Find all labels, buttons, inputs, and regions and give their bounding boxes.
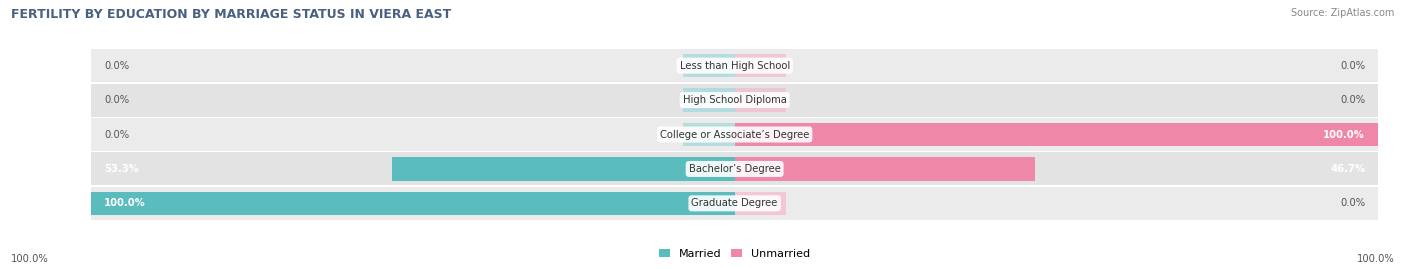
Bar (91, 192, 734, 215)
Text: 100.0%: 100.0% (11, 254, 49, 264)
Text: 100.0%: 100.0% (1323, 129, 1365, 140)
Text: Graduate Degree: Graduate Degree (692, 198, 778, 208)
Text: Bachelor’s Degree: Bachelor’s Degree (689, 164, 780, 174)
Bar (91, 49, 1378, 82)
Text: 0.0%: 0.0% (1340, 198, 1365, 208)
Text: 53.3%: 53.3% (104, 164, 139, 174)
Bar (683, 123, 734, 146)
Text: 0.0%: 0.0% (1340, 95, 1365, 105)
Text: Less than High School: Less than High School (679, 61, 790, 71)
Text: FERTILITY BY EDUCATION BY MARRIAGE STATUS IN VIERA EAST: FERTILITY BY EDUCATION BY MARRIAGE STATU… (11, 8, 451, 21)
Bar (91, 187, 1378, 220)
Bar (734, 88, 786, 112)
Bar (734, 123, 1378, 146)
Bar (91, 84, 1378, 116)
Text: 0.0%: 0.0% (104, 129, 129, 140)
Bar (683, 88, 734, 112)
Text: 0.0%: 0.0% (104, 95, 129, 105)
Text: 0.0%: 0.0% (104, 61, 129, 71)
Bar (683, 54, 734, 77)
Text: Source: ZipAtlas.com: Source: ZipAtlas.com (1291, 8, 1395, 18)
Bar (734, 192, 786, 215)
Text: 0.0%: 0.0% (1340, 61, 1365, 71)
Bar (392, 157, 734, 181)
Bar (734, 157, 1035, 181)
Bar (734, 54, 786, 77)
Text: 100.0%: 100.0% (1357, 254, 1395, 264)
Text: 100.0%: 100.0% (104, 198, 146, 208)
Text: 46.7%: 46.7% (1330, 164, 1365, 174)
Bar (91, 153, 1378, 185)
Text: High School Diploma: High School Diploma (683, 95, 786, 105)
Bar (91, 118, 1378, 151)
Legend: Married, Unmarried: Married, Unmarried (655, 244, 814, 263)
Text: College or Associate’s Degree: College or Associate’s Degree (659, 129, 810, 140)
